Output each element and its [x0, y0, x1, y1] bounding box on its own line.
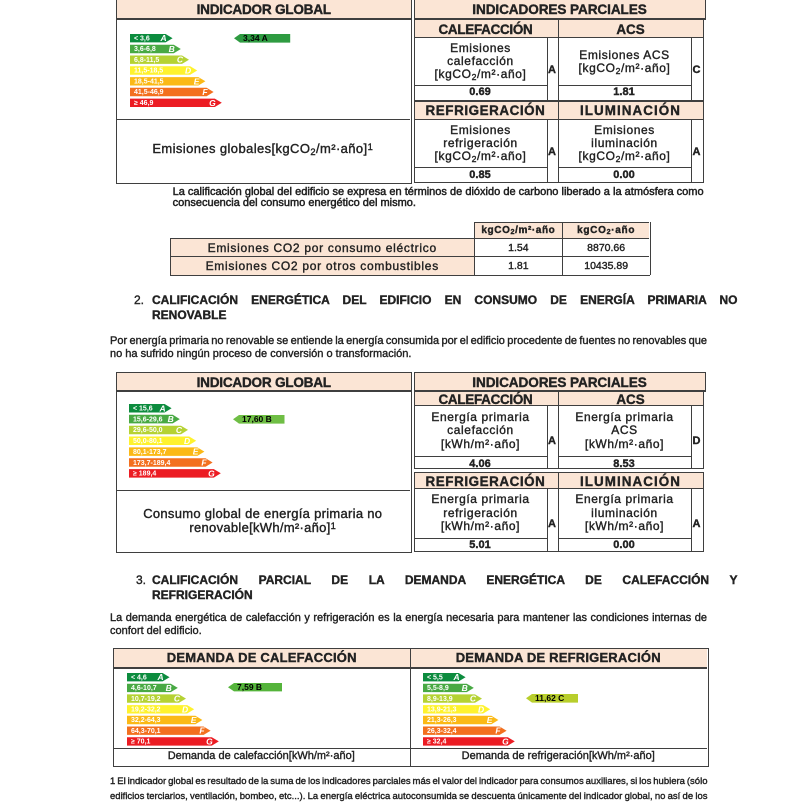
svg-text:A: A — [452, 673, 459, 682]
svg-text:C: C — [470, 693, 477, 703]
svg-text:13,9-21,3: 13,9-21,3 — [427, 706, 457, 713]
svg-text:D: D — [184, 436, 190, 446]
svg-text:< 3,6: < 3,6 — [134, 35, 150, 42]
svg-text:G: G — [209, 97, 216, 107]
svg-text:≥ 70,1: ≥ 70,1 — [131, 738, 151, 745]
svg-text:3,6-6,8: 3,6-6,8 — [134, 46, 156, 53]
svg-text:< 5,5: < 5,5 — [427, 674, 443, 681]
svg-text:41,5-46,9: 41,5-46,9 — [134, 89, 164, 96]
svg-text:E: E — [193, 447, 199, 457]
svg-text:26,3-32,4: 26,3-32,4 — [427, 727, 457, 734]
svg-text:17,60 B: 17,60 B — [242, 415, 272, 424]
svg-text:C: C — [173, 693, 180, 703]
svg-text:3,34 A: 3,34 A — [243, 34, 268, 43]
svg-text:B: B — [168, 414, 174, 424]
svg-text:B: B — [168, 44, 174, 54]
svg-text:G: G — [208, 468, 215, 478]
svg-text:E: E — [193, 76, 199, 86]
svg-text:4,6-10,7: 4,6-10,7 — [131, 685, 157, 692]
svg-text:E: E — [487, 715, 493, 725]
svg-text:50,0-80,1: 50,0-80,1 — [133, 438, 163, 445]
svg-text:D: D — [185, 65, 191, 75]
svg-text:32,2-64,3: 32,2-64,3 — [131, 717, 161, 724]
svg-text:≥ 46,9: ≥ 46,9 — [134, 100, 154, 107]
svg-text:F: F — [199, 725, 205, 735]
svg-text:6,8-11,5: 6,8-11,5 — [134, 57, 159, 64]
svg-text:F: F — [495, 725, 501, 735]
svg-text:≥ 189,4: ≥ 189,4 — [133, 471, 156, 478]
svg-text:E: E — [190, 715, 196, 725]
svg-text:5,5-8,9: 5,5-8,9 — [427, 685, 449, 692]
svg-text:C: C — [176, 54, 183, 64]
svg-text:G: G — [502, 736, 509, 746]
svg-text:F: F — [202, 87, 208, 97]
svg-text:15,6-29,6: 15,6-29,6 — [133, 416, 163, 423]
svg-text:G: G — [206, 736, 213, 746]
svg-text:7,59 B: 7,59 B — [237, 683, 262, 692]
svg-text:A: A — [158, 404, 165, 413]
svg-text:29,6-50,0: 29,6-50,0 — [133, 427, 163, 434]
svg-text:10,7-19,2: 10,7-19,2 — [131, 695, 161, 702]
svg-text:A: A — [156, 673, 163, 682]
svg-text:B: B — [462, 682, 468, 692]
svg-text:11,5-18,5: 11,5-18,5 — [134, 67, 163, 74]
svg-text:8,9-13,9: 8,9-13,9 — [427, 695, 453, 702]
svg-text:173,7-189,4: 173,7-189,4 — [133, 460, 170, 467]
svg-text:≥ 32,4: ≥ 32,4 — [427, 738, 447, 745]
svg-text:B: B — [165, 682, 171, 692]
svg-text:D: D — [182, 704, 188, 714]
svg-text:C: C — [176, 425, 183, 435]
svg-text:< 15,6: < 15,6 — [133, 406, 153, 413]
svg-text:11,62 C: 11,62 C — [535, 694, 564, 703]
svg-text:19,2-32,2: 19,2-32,2 — [131, 706, 161, 713]
svg-text:80,1-173,7: 80,1-173,7 — [133, 449, 167, 456]
svg-text:18,5-41,5: 18,5-41,5 — [134, 78, 164, 85]
svg-text:21,3-26,3: 21,3-26,3 — [427, 717, 457, 724]
svg-text:< 4,6: < 4,6 — [131, 674, 147, 681]
svg-text:F: F — [201, 458, 207, 468]
svg-text:64,3-70,1: 64,3-70,1 — [131, 727, 161, 734]
svg-text:D: D — [478, 704, 484, 714]
svg-text:A: A — [159, 34, 166, 43]
